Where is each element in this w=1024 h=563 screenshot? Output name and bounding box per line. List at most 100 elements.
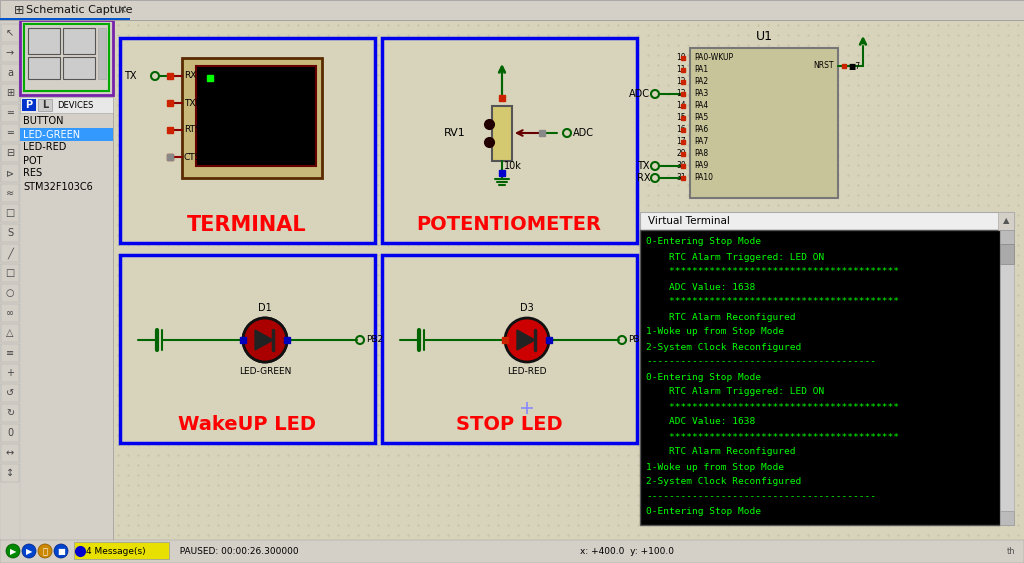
Bar [1,444,19,462]
Text: RTC Alarm Triggered: LED ON: RTC Alarm Triggered: LED ON [646,387,824,396]
Text: 13: 13 [677,90,686,99]
Circle shape [243,318,287,362]
Text: →: → [6,48,14,58]
Text: PA10: PA10 [694,173,713,182]
Text: STM32F103C6: STM32F103C6 [23,181,93,191]
Bar [492,106,512,161]
Bar [1,264,19,282]
Bar [1,144,19,162]
Text: ⊞: ⊞ [6,88,14,98]
Text: 29: 29 [677,150,686,159]
Text: ****************************************: **************************************** [646,432,899,441]
Bar [0,18,130,20]
Text: Virtual Terminal: Virtual Terminal [648,216,730,226]
Circle shape [22,544,36,558]
Text: POTENTIOMETER: POTENTIOMETER [417,216,601,235]
Bar [113,20,1024,542]
Bar [98,28,106,79]
Text: RTC Alarm Reconfigured: RTC Alarm Reconfigured [646,448,796,457]
Circle shape [243,318,287,362]
Text: 12: 12 [677,78,686,87]
Text: TX: TX [638,161,650,171]
Bar [1,244,19,262]
Text: 1-Woke up from Stop Mode: 1-Woke up from Stop Mode [646,328,784,337]
Bar [74,542,169,559]
Bar [28,57,60,79]
Text: 30: 30 [676,162,686,171]
Text: ADC Value: 1638: ADC Value: 1638 [646,283,756,292]
Text: LED-RED: LED-RED [23,142,67,153]
Text: ----------------------------------------: ---------------------------------------- [646,493,876,502]
Text: ▶: ▶ [10,547,16,556]
Text: L: L [42,100,48,110]
Bar [0,0,1024,20]
Bar [120,38,375,243]
Text: ═: ═ [7,108,13,118]
Text: LED-GREEN: LED-GREEN [23,129,80,140]
Text: CTS: CTS [184,153,202,162]
Text: RTC Alarm Triggered: LED ON: RTC Alarm Triggered: LED ON [646,252,824,261]
Text: PAUSED: 00:00:26.300000: PAUSED: 00:00:26.300000 [174,547,299,556]
Text: PA6: PA6 [694,126,709,135]
Text: RXD: RXD [184,72,203,81]
Text: LED-GREEN: LED-GREEN [239,368,291,377]
Bar [22,99,36,111]
Text: PA8: PA8 [694,150,709,159]
Text: ═: ═ [7,128,13,138]
Text: 2-System Clock Reconfigured: 2-System Clock Reconfigured [646,477,801,486]
Text: PB2: PB2 [366,336,383,345]
Text: PA9: PA9 [694,162,709,171]
Bar [196,66,316,166]
Polygon shape [517,330,535,350]
Text: ADC Value: 1638: ADC Value: 1638 [646,418,756,427]
Text: PB1: PB1 [628,336,645,345]
Bar [1,124,19,142]
Circle shape [54,544,68,558]
Bar [1000,511,1014,525]
Text: 11: 11 [677,65,686,74]
Text: PA7: PA7 [694,137,709,146]
Text: ■: ■ [57,547,65,556]
Text: 0-Entering Stop Mode: 0-Entering Stop Mode [646,507,761,516]
Bar [1,324,19,342]
Bar [998,212,1014,230]
Text: PA5: PA5 [694,114,709,123]
Bar [1,384,19,402]
Bar [1,64,19,82]
Text: ⊳: ⊳ [6,168,14,178]
Bar [28,28,60,54]
Text: Schematic Capture: Schematic Capture [26,5,132,15]
Text: RX: RX [637,173,650,183]
Text: □: □ [5,208,14,218]
Bar [63,57,95,79]
Text: ▲: ▲ [1002,217,1010,226]
Bar [1,24,19,42]
Text: ADC: ADC [629,89,650,99]
Text: STOP LED: STOP LED [456,415,562,435]
Text: 0-Entering Stop Mode: 0-Entering Stop Mode [646,238,761,247]
Text: ----------------------------------------: ---------------------------------------- [646,358,876,367]
Text: ≈: ≈ [6,188,14,198]
Text: PA1: PA1 [694,65,709,74]
Text: ≡: ≡ [6,348,14,358]
Text: 14: 14 [677,101,686,110]
Bar [1000,230,1014,525]
Bar [1,44,19,62]
Text: ×: × [117,3,127,16]
Bar [1,84,19,102]
Bar [1,464,19,482]
Circle shape [38,544,52,558]
Text: 4 Message(s): 4 Message(s) [86,547,145,556]
Circle shape [505,318,549,362]
Bar [382,255,637,443]
Bar [690,48,838,198]
Text: ⊞: ⊞ [14,3,25,16]
Bar [1,304,19,322]
Polygon shape [255,330,273,350]
Text: RTC Alarm Reconfigured: RTC Alarm Reconfigured [646,312,796,321]
Text: ▶: ▶ [26,547,32,556]
Text: ↖: ↖ [6,28,14,38]
Text: ⏸: ⏸ [43,547,47,556]
Bar [382,38,637,243]
Text: 2-System Clock Reconfigured: 2-System Clock Reconfigured [646,342,801,351]
